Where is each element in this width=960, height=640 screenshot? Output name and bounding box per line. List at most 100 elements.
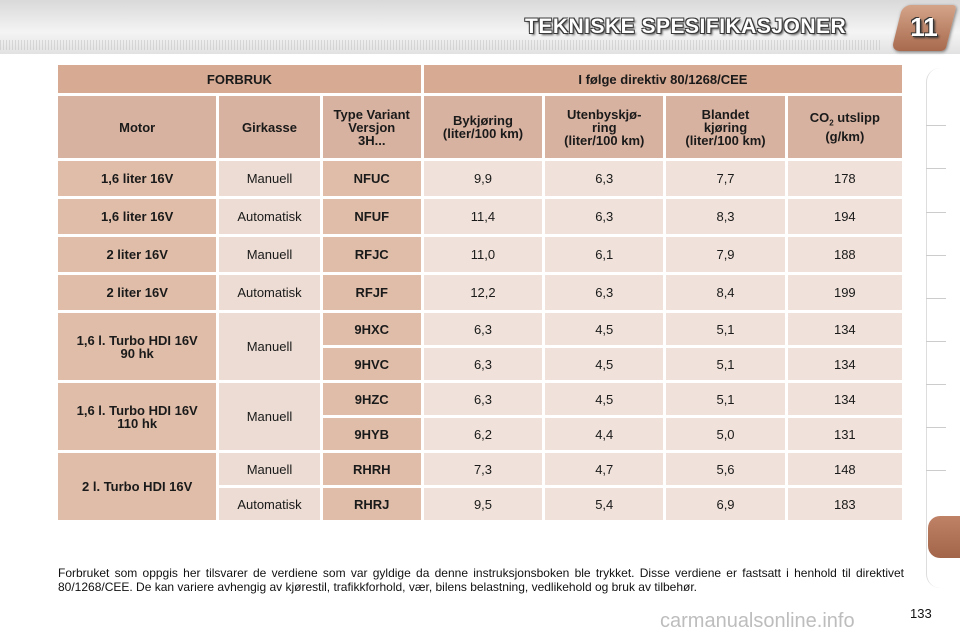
co2-cell: 131 [787,418,902,450]
table-row: 1,6 l. Turbo HDI 16V 110 hk Manuell 9HZC … [58,383,902,450]
combined-cell: 8,3 [666,199,785,234]
gearbox-cell: Automatisk [219,275,320,310]
type-cell: RFJC [322,237,421,272]
urban-cell: 12,2 [423,275,543,310]
tab-divider [926,470,946,471]
tab-divider [926,298,946,299]
footnote: Forbruket som oppgis her tilsvarer de ve… [58,566,904,594]
extra-urban-cell: 6,1 [545,237,664,272]
column-header-co2: CO2 utslipp (g/km) [787,96,902,158]
column-header-extra-urban: Utenbyskjø-ring (liter/100 km) [545,96,664,158]
gearbox-cell: Automatisk [219,199,320,234]
motor-cell: 2 liter 16V [58,237,217,272]
watermark: carmanualsonline.info [660,610,855,632]
page-title: TEKNISKE SPESIFIKASJONER [525,15,847,38]
motor-cell: 1,6 l. Turbo HDI 16V 110 hk [58,383,217,450]
urban-cell: 6,3 [423,348,543,380]
header-stripes [0,40,880,50]
extra-urban-cell: 4,4 [545,418,664,450]
type-cell: 9HVC [322,348,421,380]
extra-urban-cell: 4,5 [545,383,664,415]
column-header-urban: Bykjøring (liter/100 km) [423,96,543,158]
co2-cell: 148 [787,453,902,485]
urban-cell: 7,3 [423,453,543,485]
column-header-gearbox: Girkasse [219,96,320,158]
column-header-motor: Motor [58,96,217,158]
type-cell: NFUC [322,161,421,196]
tab-divider [926,384,946,385]
co2-cell: 194 [787,199,902,234]
table-row: 2 liter 16V Manuell RFJC 11,0 6,1 7,9 18… [58,237,902,272]
gearbox-cell: Automatisk [219,488,320,520]
motor-cell: 1,6 l. Turbo HDI 16V 90 hk [58,313,217,380]
table-row: 2 l. Turbo HDI 16V Manuell RHRH 7,3 4,7 … [58,453,902,520]
table-row: 9HVC 6,3 4,5 5,1 134 [58,348,902,380]
urban-cell: 11,0 [423,237,543,272]
co2-cell: 178 [787,161,902,196]
gearbox-cell: Manuell [219,313,320,380]
extra-urban-cell: 4,5 [545,313,664,345]
motor-cell: 1,6 liter 16V [58,199,217,234]
urban-cell: 6,3 [423,313,543,345]
motor-cell: 2 liter 16V [58,275,217,310]
combined-cell: 5,0 [666,418,785,450]
type-cell: RHRJ [322,488,421,520]
page-number: 133 [910,606,932,621]
co2-cell: 134 [787,313,902,345]
tab-divider [926,168,946,169]
urban-cell: 9,9 [423,161,543,196]
table-row: 2 liter 16V Automatisk RFJF 12,2 6,3 8,4… [58,275,902,310]
extra-urban-cell: 4,5 [545,348,664,380]
tab-divider [926,427,946,428]
combined-cell: 5,1 [666,383,785,415]
table-row: 1,6 liter 16V Automatisk NFUF 11,4 6,3 8… [58,199,902,234]
consumption-table: FORBRUK I følge direktiv 80/1268/CEE Mot… [55,62,905,523]
type-cell: RHRH [322,453,421,485]
group-header-consumption: FORBRUK [58,65,421,93]
type-cell: 9HZC [322,383,421,415]
co2-cell: 134 [787,348,902,380]
gearbox-cell: Manuell [219,161,320,196]
co2-cell: 188 [787,237,902,272]
combined-cell: 5,1 [666,313,785,345]
tab-divider [926,341,946,342]
gearbox-cell: Manuell [219,383,320,450]
combined-cell: 8,4 [666,275,785,310]
column-header-type: Type Variant Versjon 3H... [322,96,421,158]
motor-cell: 2 l. Turbo HDI 16V [58,453,217,520]
combined-cell: 5,6 [666,453,785,485]
co2-cell: 183 [787,488,902,520]
extra-urban-cell: 6,3 [545,199,664,234]
tab-divider [926,212,946,213]
gearbox-cell: Manuell [219,237,320,272]
group-header-directive: I følge direktiv 80/1268/CEE [423,65,902,93]
table-row: 1,6 l. Turbo HDI 16V 90 hk Manuell 9HXC 6… [58,313,902,380]
chapter-tab-strip [926,68,960,588]
table-row: Automatisk RHRJ 9,5 5,4 6,9 183 [58,488,902,520]
motor-cell: 1,6 liter 16V [58,161,217,196]
tab-divider [926,125,946,126]
extra-urban-cell: 5,4 [545,488,664,520]
table-row: 1,6 liter 16V Manuell NFUC 9,9 6,3 7,7 1… [58,161,902,196]
extra-urban-cell: 4,7 [545,453,664,485]
combined-cell: 5,1 [666,348,785,380]
urban-cell: 6,2 [423,418,543,450]
table-row: 9HYB 6,2 4,4 5,0 131 [58,418,902,450]
gearbox-cell: Manuell [219,453,320,485]
type-cell: 9HYB [322,418,421,450]
co2-cell: 134 [787,383,902,415]
combined-cell: 7,7 [666,161,785,196]
type-cell: RFJF [322,275,421,310]
co2-cell: 199 [787,275,902,310]
type-cell: 9HXC [322,313,421,345]
tab-divider [926,255,946,256]
combined-cell: 6,9 [666,488,785,520]
column-header-combined: Blandet kjøring (liter/100 km) [666,96,785,158]
type-cell: NFUF [322,199,421,234]
chapter-number: 11 [910,12,938,42]
extra-urban-cell: 6,3 [545,275,664,310]
urban-cell: 11,4 [423,199,543,234]
combined-cell: 7,9 [666,237,785,272]
chapter-tab-active[interactable] [928,516,960,558]
extra-urban-cell: 6,3 [545,161,664,196]
